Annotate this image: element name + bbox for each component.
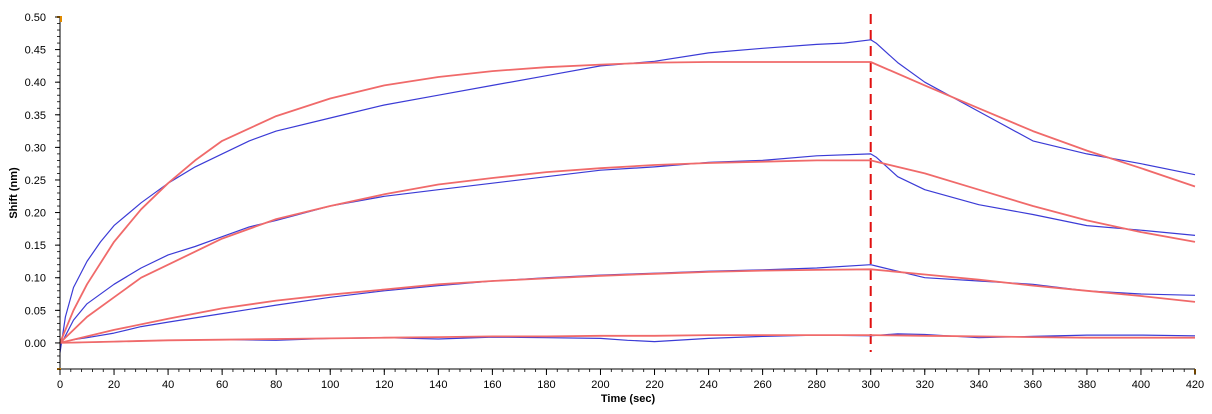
y-tick-label: 0.50 [25, 12, 46, 24]
x-tick-label: 420 [1186, 379, 1204, 391]
y-axis-label: Shift (nm) [8, 167, 20, 219]
y-tick-label: 0.35 [25, 110, 46, 122]
fit-curve-1 [59, 61, 1196, 344]
x-tick-label: 300 [862, 379, 880, 391]
y-tick-label: 0.30 [25, 142, 46, 154]
y-tick-label: 0.20 [25, 208, 46, 220]
x-tick-label: 220 [645, 379, 663, 391]
fit-curve-7 [59, 334, 1195, 344]
x-tick-label: 240 [699, 379, 717, 391]
y-tick-label: 0.45 [25, 45, 46, 57]
x-tick-label: 0 [57, 379, 63, 391]
y-tick-label: 0.40 [25, 77, 46, 89]
x-tick-label: 40 [162, 379, 174, 391]
y-tick-label: 0.15 [25, 240, 46, 252]
x-tick-label: 340 [970, 379, 988, 391]
y-tick-label: 0.10 [25, 273, 46, 285]
x-tick-label: 360 [1024, 379, 1042, 391]
x-tick-label: 120 [375, 379, 393, 391]
axis-end-marker [57, 16, 62, 22]
x-tick-label: 180 [537, 379, 555, 391]
x-tick-label: 320 [916, 379, 934, 391]
fit-curve-5 [59, 268, 1196, 344]
y-tick-label: 0.00 [25, 338, 46, 350]
x-tick-label: 140 [429, 379, 447, 391]
x-tick-label: 160 [483, 379, 501, 391]
x-tick-label: 20 [108, 379, 120, 391]
y-tick-label: 0.25 [25, 175, 46, 187]
x-tick-label: 60 [216, 379, 228, 391]
measured-curve-0 [59, 39, 1196, 353]
x-axis-label: Time (sec) [601, 393, 656, 405]
x-tick-label: 200 [591, 379, 609, 391]
x-tick-label: 380 [1078, 379, 1096, 391]
measured-curve-2 [59, 153, 1196, 347]
x-tick-label: 400 [1132, 379, 1150, 391]
x-tick-label: 100 [321, 379, 339, 391]
x-tick-label: 280 [807, 379, 825, 391]
x-tick-label: 260 [753, 379, 771, 391]
measured-curve-4 [59, 264, 1196, 344]
y-tick-label: 0.05 [25, 305, 46, 317]
fit-curve-3 [59, 159, 1196, 344]
x-tick-label: 80 [270, 379, 282, 391]
